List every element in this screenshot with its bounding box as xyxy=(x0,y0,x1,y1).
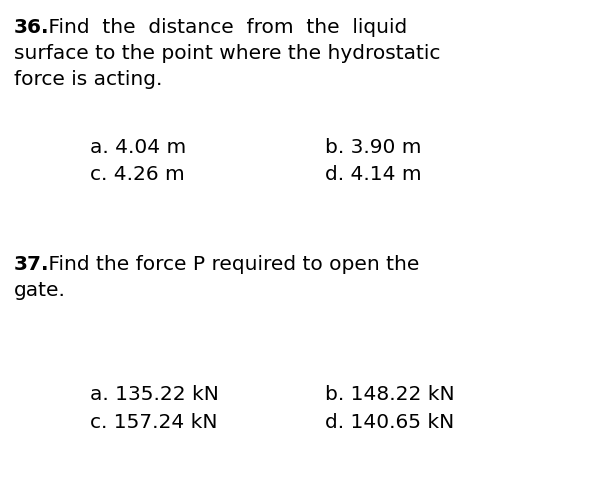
Text: d. 140.65 kN: d. 140.65 kN xyxy=(325,413,454,432)
Text: a. 135.22 kN: a. 135.22 kN xyxy=(90,385,219,404)
Text: d. 4.14 m: d. 4.14 m xyxy=(325,165,422,184)
Text: 37.: 37. xyxy=(14,255,50,274)
Text: force is acting.: force is acting. xyxy=(14,70,163,89)
Text: surface to the point where the hydrostatic: surface to the point where the hydrostat… xyxy=(14,44,440,63)
Text: c. 4.26 m: c. 4.26 m xyxy=(90,165,185,184)
Text: b. 3.90 m: b. 3.90 m xyxy=(325,138,422,157)
Text: Find  the  distance  from  the  liquid: Find the distance from the liquid xyxy=(42,18,407,37)
Text: Find the force P required to open the: Find the force P required to open the xyxy=(42,255,419,274)
Text: 36.: 36. xyxy=(14,18,50,37)
Text: gate.: gate. xyxy=(14,281,66,300)
Text: c. 157.24 kN: c. 157.24 kN xyxy=(90,413,218,432)
Text: a. 4.04 m: a. 4.04 m xyxy=(90,138,186,157)
Text: b. 148.22 kN: b. 148.22 kN xyxy=(325,385,454,404)
